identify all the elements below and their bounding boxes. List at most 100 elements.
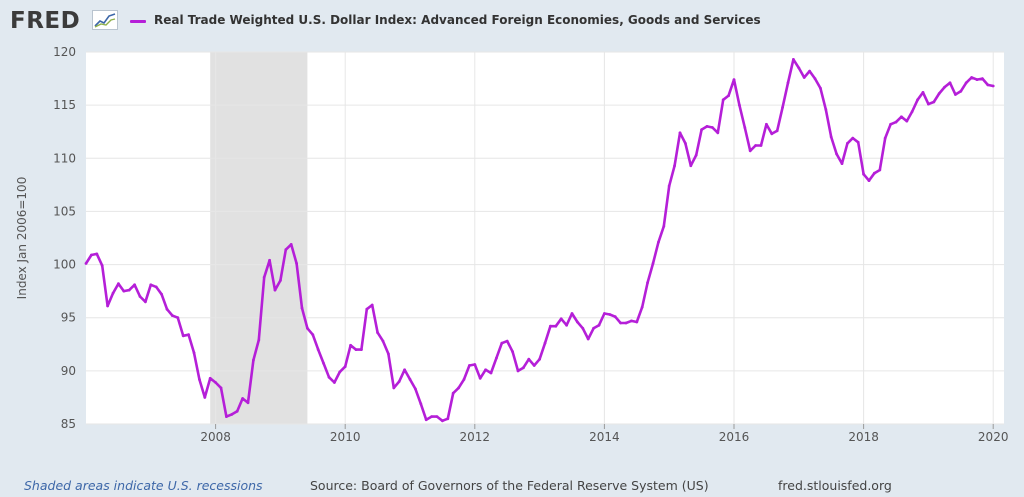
data-point[interactable]: [495, 356, 498, 360]
data-point[interactable]: [889, 122, 892, 126]
data-point[interactable]: [624, 321, 628, 325]
data-point[interactable]: [127, 288, 131, 292]
data-point[interactable]: [873, 171, 876, 175]
data-point[interactable]: [597, 323, 601, 327]
data-point[interactable]: [759, 144, 763, 147]
data-point[interactable]: [414, 387, 417, 391]
data-point[interactable]: [365, 307, 369, 311]
data-point[interactable]: [262, 275, 266, 279]
data-point[interactable]: [694, 153, 698, 157]
data-point[interactable]: [122, 289, 126, 293]
data-point[interactable]: [700, 128, 703, 131]
data-point[interactable]: [133, 283, 137, 287]
data-point[interactable]: [554, 324, 558, 328]
data-point[interactable]: [705, 125, 709, 128]
data-point[interactable]: [819, 86, 822, 90]
data-point[interactable]: [835, 152, 838, 156]
data-point[interactable]: [138, 295, 142, 298]
data-point[interactable]: [192, 351, 196, 355]
data-point[interactable]: [856, 140, 860, 144]
data-point[interactable]: [894, 120, 898, 124]
data-point[interactable]: [586, 337, 590, 341]
data-point[interactable]: [927, 102, 930, 106]
data-point[interactable]: [921, 91, 925, 94]
data-point[interactable]: [117, 282, 120, 286]
data-point[interactable]: [273, 288, 277, 292]
data-point[interactable]: [478, 376, 482, 380]
data-point[interactable]: [111, 291, 115, 295]
data-point[interactable]: [592, 326, 595, 330]
data-point[interactable]: [484, 368, 487, 372]
data-point[interactable]: [451, 391, 455, 395]
data-point[interactable]: [144, 300, 147, 304]
data-point[interactable]: [295, 262, 298, 265]
data-point[interactable]: [435, 415, 439, 418]
data-point[interactable]: [187, 333, 191, 337]
data-point[interactable]: [360, 348, 363, 351]
data-point[interactable]: [792, 58, 795, 61]
data-point[interactable]: [781, 105, 784, 109]
data-point[interactable]: [975, 78, 979, 81]
data-point[interactable]: [824, 108, 828, 111]
data-point[interactable]: [489, 371, 493, 375]
data-point[interactable]: [430, 415, 433, 418]
data-point[interactable]: [279, 279, 282, 282]
data-point[interactable]: [603, 312, 606, 315]
data-point[interactable]: [543, 341, 547, 345]
data-point[interactable]: [613, 315, 617, 319]
data-point[interactable]: [219, 386, 223, 390]
data-point[interactable]: [559, 317, 563, 321]
data-point[interactable]: [338, 370, 342, 374]
data-point[interactable]: [651, 262, 655, 265]
data-point[interactable]: [943, 85, 946, 89]
data-point[interactable]: [802, 76, 806, 79]
data-point[interactable]: [883, 136, 887, 140]
data-point[interactable]: [257, 338, 261, 342]
data-point[interactable]: [765, 122, 768, 126]
site-link[interactable]: fred.stlouisfed.org: [778, 478, 892, 493]
data-point[interactable]: [289, 243, 293, 246]
data-point[interactable]: [95, 252, 99, 256]
data-point[interactable]: [343, 365, 347, 368]
recession-note-link[interactable]: Shaded areas indicate U.S. recessions: [24, 478, 263, 493]
data-point[interactable]: [403, 368, 406, 372]
data-point[interactable]: [981, 77, 984, 80]
data-point[interactable]: [397, 380, 401, 383]
data-point[interactable]: [300, 306, 304, 310]
data-point[interactable]: [986, 83, 990, 87]
data-point[interactable]: [203, 396, 207, 399]
data-point[interactable]: [214, 381, 218, 384]
data-point[interactable]: [333, 381, 336, 384]
data-point[interactable]: [646, 281, 649, 284]
data-point[interactable]: [748, 149, 752, 153]
data-point[interactable]: [549, 324, 552, 328]
data-point[interactable]: [770, 132, 774, 136]
data-point[interactable]: [808, 69, 811, 73]
data-point[interactable]: [176, 316, 180, 320]
data-point[interactable]: [900, 115, 903, 119]
data-point[interactable]: [446, 417, 450, 421]
data-point[interactable]: [910, 110, 914, 113]
data-point[interactable]: [608, 313, 612, 316]
data-point[interactable]: [311, 333, 315, 337]
data-point[interactable]: [235, 409, 239, 413]
data-point[interactable]: [673, 164, 676, 168]
data-point[interactable]: [252, 358, 255, 362]
data-point[interactable]: [932, 100, 936, 104]
data-point[interactable]: [511, 350, 514, 354]
data-point[interactable]: [284, 248, 288, 252]
data-point[interactable]: [727, 94, 730, 97]
data-point[interactable]: [230, 413, 234, 416]
data-point[interactable]: [565, 323, 568, 327]
data-point[interactable]: [100, 264, 104, 267]
data-point[interactable]: [721, 98, 725, 102]
data-point[interactable]: [846, 142, 849, 145]
data-point[interactable]: [678, 131, 682, 135]
data-point[interactable]: [667, 184, 671, 188]
data-point[interactable]: [711, 126, 714, 129]
data-point[interactable]: [516, 369, 520, 373]
data-point[interactable]: [754, 144, 757, 147]
data-point[interactable]: [954, 93, 957, 96]
data-point[interactable]: [840, 162, 844, 165]
data-point[interactable]: [316, 348, 320, 351]
